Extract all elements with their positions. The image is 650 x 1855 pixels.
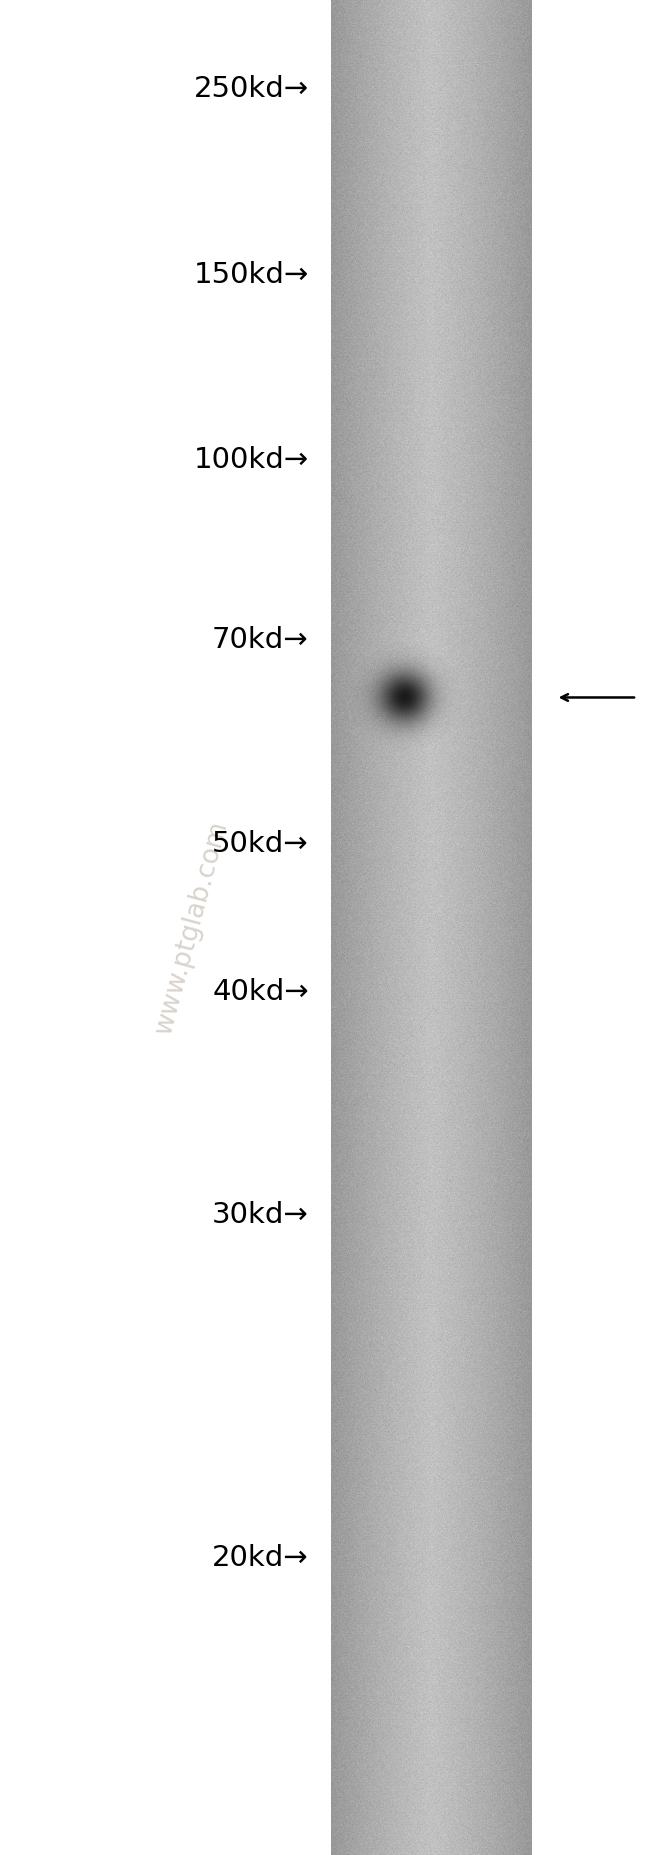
Text: 70kd→: 70kd→ [212, 625, 309, 655]
Text: 250kd→: 250kd→ [194, 74, 309, 104]
Text: 40kd→: 40kd→ [212, 978, 309, 1007]
Text: www.ptglab.com: www.ptglab.com [151, 818, 233, 1037]
Text: 20kd→: 20kd→ [212, 1543, 309, 1573]
Text: 150kd→: 150kd→ [194, 260, 309, 289]
Text: 30kd→: 30kd→ [212, 1200, 309, 1230]
Text: 50kd→: 50kd→ [212, 829, 309, 859]
Text: 100kd→: 100kd→ [194, 445, 309, 475]
